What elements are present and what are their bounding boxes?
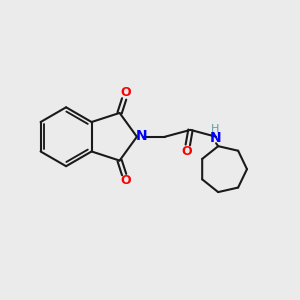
Text: O: O [121, 86, 131, 99]
Text: O: O [182, 145, 192, 158]
Text: H: H [210, 124, 219, 134]
Text: O: O [121, 174, 131, 187]
Text: N: N [210, 131, 222, 145]
Text: N: N [136, 129, 147, 143]
